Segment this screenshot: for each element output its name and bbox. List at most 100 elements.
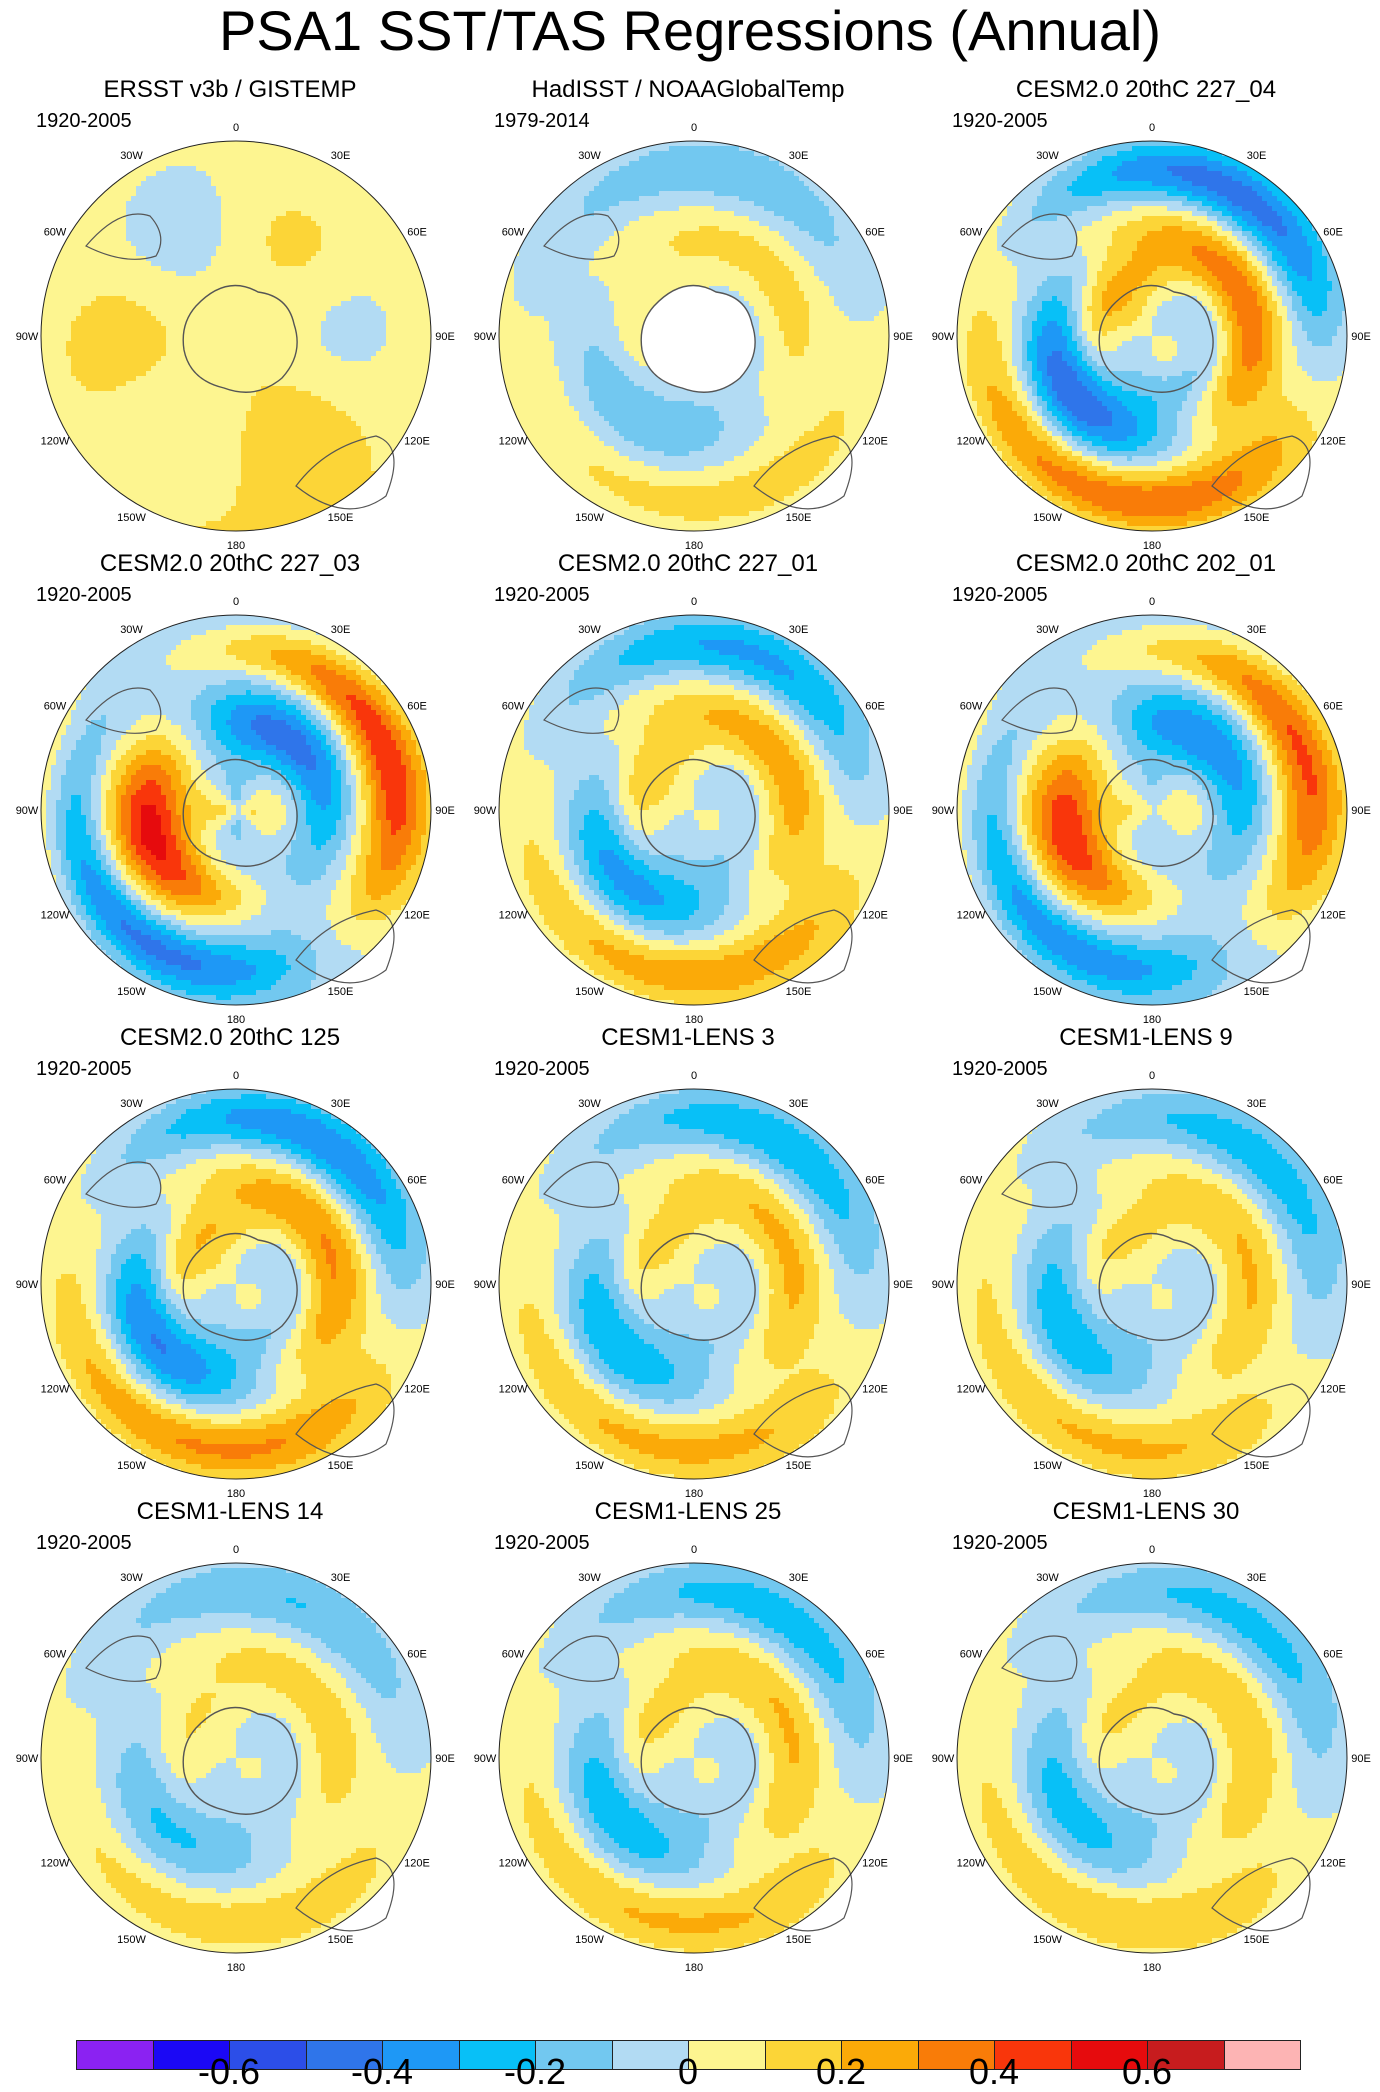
contour-cell [226,331,232,337]
contour-cell [326,381,332,387]
contour-cell [301,206,307,212]
contour-cell [211,346,217,352]
contour-cell [201,416,207,422]
contour-cell [664,146,670,152]
contour-cell [261,441,267,447]
contour-cell [281,351,287,357]
contour-cell [136,456,142,462]
contour-cell [41,331,47,337]
contour-cell [271,301,277,307]
contour-cell [376,261,382,267]
contour-cell [251,226,257,232]
contour-cell [266,196,272,202]
contour-cell [166,476,172,482]
contour-cell [216,391,222,397]
contour-cell [81,261,87,267]
contour-cell [81,361,87,367]
contour-cell [46,331,52,337]
contour-cell [111,386,117,392]
contour-cell [266,221,272,227]
contour-cell [411,351,417,357]
contour-cell [311,366,317,372]
contour-cell [151,181,157,187]
contour-cell [346,356,352,362]
contour-cell [176,416,182,422]
contour-cell [66,246,72,252]
contour-cell [251,501,257,507]
contour-cell [246,436,252,442]
contour-cell [216,326,222,332]
contour-cell [251,326,257,332]
contour-cell [226,356,232,362]
contour-cell [291,266,297,272]
contour-cell [76,351,82,357]
contour-cell [311,291,317,297]
contour-cell [211,276,217,282]
contour-cell [331,181,337,187]
contour-cell [211,461,217,467]
contour-cell [271,141,277,147]
contour-cell [201,486,207,492]
contour-cell [396,376,402,382]
contour-cell [341,341,347,347]
contour-cell [201,436,207,442]
contour-cell [131,231,137,237]
contour-cell [401,361,407,367]
contour-cell [136,251,142,257]
contour-cell [121,261,127,267]
contour-cell [291,206,297,212]
contour-cell [186,436,192,442]
contour-cell [51,371,57,377]
contour-cell [161,291,167,297]
contour-cell [81,446,87,452]
contour-cell [356,406,362,412]
contour-cell [341,391,347,397]
contour-cell [251,281,257,287]
contour-cell [266,461,272,467]
contour-cell [121,471,127,477]
contour-cell [361,276,367,282]
contour-cell [271,191,277,197]
contour-cell [111,456,117,462]
contour-cell [321,171,327,177]
contour-cell [131,291,137,297]
contour-cell [101,441,107,447]
contour-cell [131,336,137,342]
contour-cell [191,406,197,412]
contour-cell [126,321,132,327]
contour-cell [201,346,207,352]
contour-cell [216,156,222,162]
contour-cell [411,321,417,327]
contour-cell [366,216,372,222]
contour-cell [186,211,192,217]
contour-cell [276,181,282,187]
contour-cell [296,426,302,432]
contour-cell [356,476,362,482]
contour-cell [106,451,112,457]
contour-cell [121,206,127,212]
contour-cell [66,331,72,337]
contour-cell [201,326,207,332]
contour-cell [271,256,277,262]
contour-cell [356,261,362,267]
contour-cell [346,261,352,267]
contour-cell [301,411,307,417]
contour-cell [336,381,342,387]
contour-cell [381,431,387,437]
contour-cell [206,251,212,257]
contour-cell [96,241,102,247]
contour-cell [351,326,357,332]
contour-cell [196,446,202,452]
contour-cell [146,306,152,312]
contour-cell [236,191,242,197]
contour-cell [321,301,327,307]
contour-cell [106,231,112,237]
contour-cell [376,346,382,352]
contour-cell [166,186,172,192]
contour-cell [206,276,212,282]
contour-cell [196,181,202,187]
contour-cell [181,286,187,292]
contour-cell [391,291,397,297]
contour-cell [291,486,297,492]
contour-cell [51,411,57,417]
